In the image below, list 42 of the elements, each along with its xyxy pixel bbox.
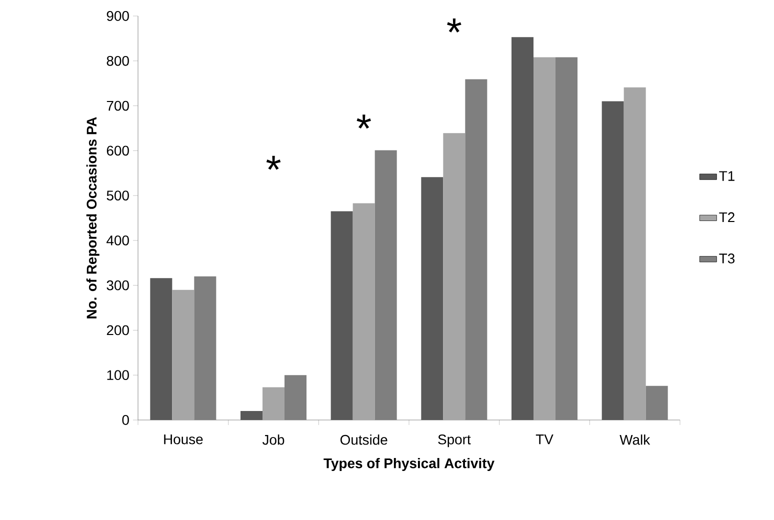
legend-label: T1 bbox=[719, 171, 734, 181]
annotation: * bbox=[266, 156, 281, 170]
bar bbox=[465, 79, 488, 420]
y-tick-label: 300 bbox=[106, 280, 129, 290]
y-tick-label: 0 bbox=[122, 415, 129, 425]
bar bbox=[534, 57, 556, 420]
bar bbox=[330, 211, 353, 420]
y-tick-label: 500 bbox=[106, 190, 129, 200]
bar bbox=[172, 290, 194, 420]
annotation: * bbox=[447, 18, 462, 32]
y-tick-label: 800 bbox=[106, 56, 129, 66]
x-tick-label: Walk bbox=[620, 434, 650, 445]
x-axis-title: Types of Physical Activity bbox=[324, 458, 494, 471]
bar bbox=[646, 386, 668, 420]
y-tick-label: 200 bbox=[106, 325, 129, 336]
y-tick-label: 700 bbox=[106, 100, 129, 111]
bar bbox=[512, 37, 534, 420]
y-tick-label: 900 bbox=[106, 11, 129, 21]
legend-label: T2 bbox=[719, 212, 734, 222]
x-tick-label: Sport bbox=[438, 434, 471, 448]
bar bbox=[150, 278, 172, 420]
annotation: * bbox=[356, 114, 371, 129]
y-tick-label: 400 bbox=[106, 235, 129, 246]
bar bbox=[602, 101, 624, 420]
bar bbox=[352, 203, 375, 420]
x-tick-label: House bbox=[164, 434, 203, 444]
bar bbox=[624, 87, 646, 420]
x-tick-label: TV bbox=[536, 434, 554, 444]
bar bbox=[421, 177, 444, 420]
bar bbox=[556, 57, 578, 420]
x-tick-label: Outside bbox=[340, 434, 388, 445]
bar bbox=[194, 276, 216, 420]
bar bbox=[443, 133, 466, 420]
bar bbox=[284, 375, 306, 420]
legend-label: T3 bbox=[719, 254, 735, 264]
bar bbox=[240, 411, 262, 420]
y-axis-title: No. of Reported Occasions PA bbox=[86, 117, 100, 318]
y-tick-label: 600 bbox=[106, 146, 129, 156]
bar bbox=[262, 387, 284, 420]
x-tick-label: Job bbox=[262, 434, 284, 445]
bar bbox=[374, 150, 397, 420]
y-tick-label: 100 bbox=[107, 370, 129, 380]
